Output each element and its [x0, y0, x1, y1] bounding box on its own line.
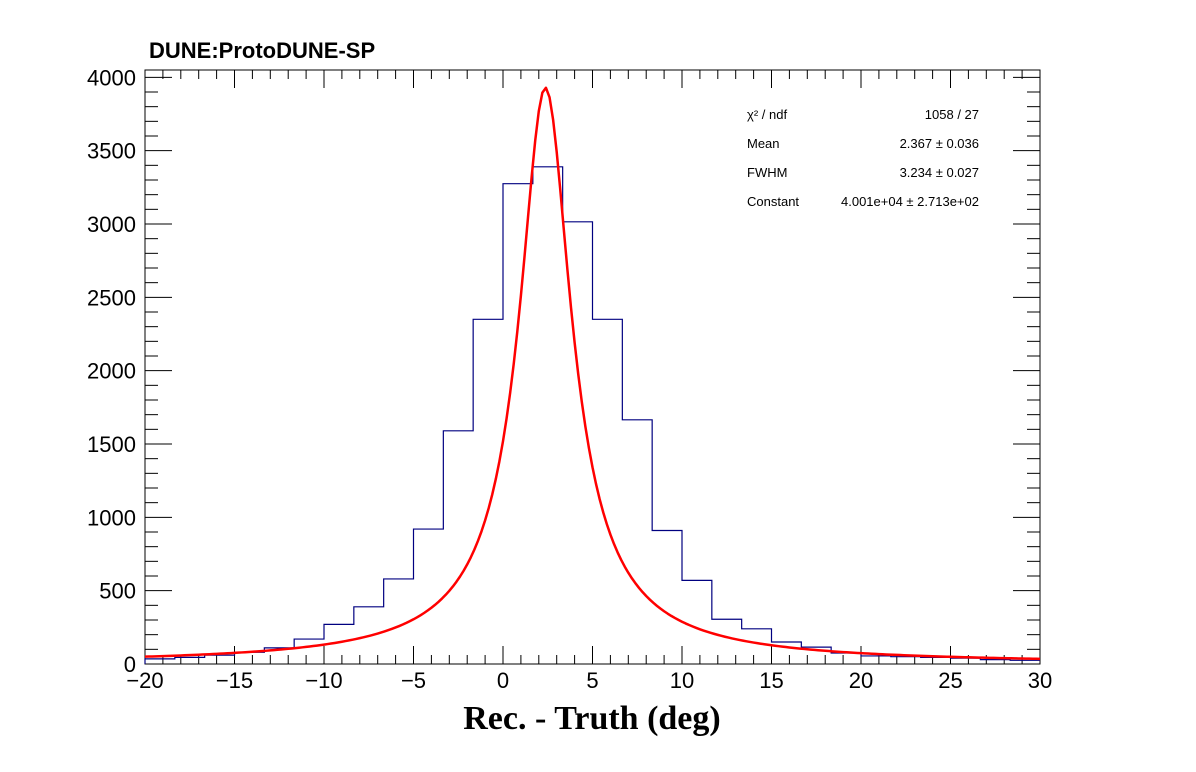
- chart-title: DUNE:ProtoDUNE-SP: [149, 38, 375, 63]
- stats-label: χ² / ndf: [747, 107, 787, 122]
- x-tick-label: 30: [1028, 668, 1052, 693]
- axis-ticks: [144, 70, 1041, 665]
- y-tick-label: 2000: [87, 359, 136, 384]
- stats-value: 1058 / 27: [925, 107, 979, 122]
- x-axis-label: Rec. - Truth (deg): [463, 700, 720, 737]
- y-tick-label: 500: [99, 579, 136, 604]
- y-tick-label: 0: [124, 652, 136, 677]
- x-tick-label: 10: [670, 668, 694, 693]
- stats-value: 4.001e+04 ± 2.713e+02: [841, 194, 979, 209]
- y-tick-label: 4000: [87, 65, 136, 90]
- plot-frame: [144, 69, 1041, 665]
- fit-curve: [144, 86, 1041, 661]
- x-tick-label: 0: [497, 668, 509, 693]
- y-tick-labels: 0 500 1000 1500 2000 2500 3000 3500 4000: [87, 65, 136, 677]
- y-tick-label: 3500: [87, 139, 136, 164]
- x-tick-label: 25: [938, 668, 962, 693]
- x-tick-label: −20: [126, 668, 163, 693]
- stats-label: FWHM: [747, 165, 787, 180]
- stats-value: 3.234 ± 0.027: [900, 165, 979, 180]
- histogram-series: [144, 166, 1040, 664]
- x-tick-label: −5: [401, 668, 426, 693]
- x-tick-label: 20: [849, 668, 873, 693]
- stats-label: Mean: [747, 136, 780, 151]
- y-tick-label: 2500: [87, 285, 136, 310]
- y-tick-label: 1000: [87, 505, 136, 530]
- stats-label: Constant: [747, 194, 799, 209]
- y-tick-label: 3000: [87, 212, 136, 237]
- x-tick-label: −10: [305, 668, 342, 693]
- stats-value: 2.367 ± 0.036: [900, 136, 979, 151]
- x-tick-label: 15: [759, 668, 783, 693]
- x-tick-label: −15: [216, 668, 253, 693]
- stats-box: χ² / ndf 1058 / 27 Mean 2.367 ± 0.036 FWHM 3.…: [747, 107, 979, 209]
- x-tick-labels: −20 −15 −10 −5 0 5 10 15 20 25 30: [126, 668, 1052, 693]
- x-tick-label: 5: [586, 668, 598, 693]
- y-tick-label: 1500: [87, 432, 136, 457]
